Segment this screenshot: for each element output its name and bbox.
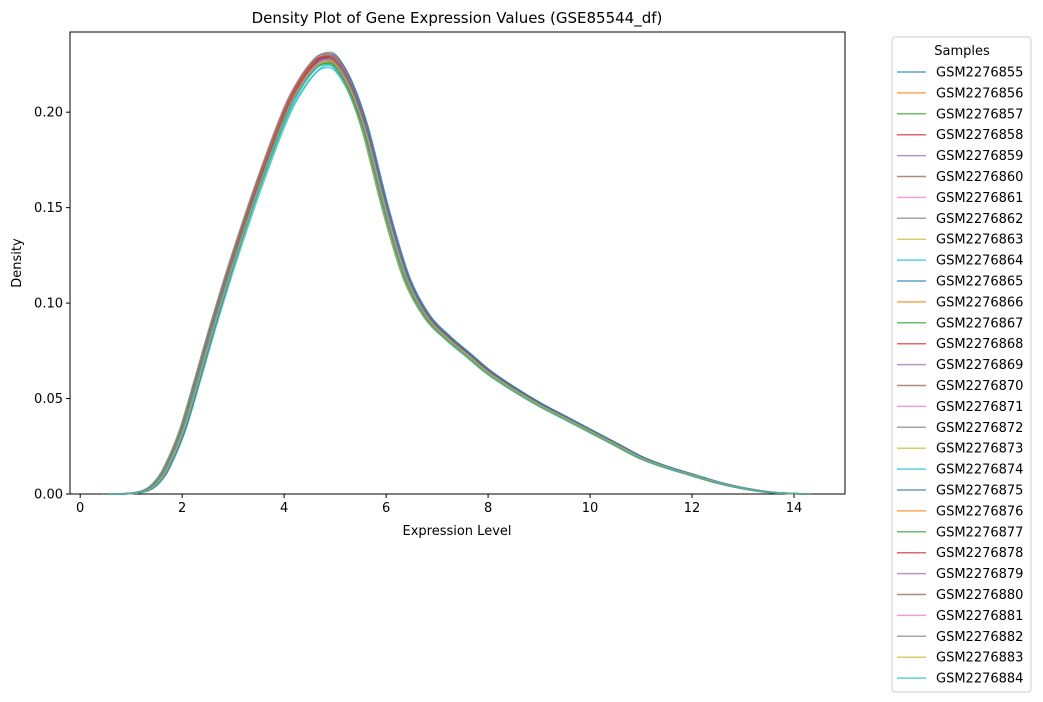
legend-label: GSM2276884	[936, 672, 1023, 687]
x-axis: 0 2 4 6 8 10 12 14	[76, 494, 802, 516]
plot-area-frame	[69, 31, 846, 495]
density-line-GSM2276859	[104, 60, 809, 495]
legend-label: GSM2276881	[936, 609, 1023, 624]
legend-title: Samples	[934, 44, 990, 59]
x-tick-label: 14	[786, 501, 803, 516]
x-tick-label: 2	[178, 501, 186, 516]
legend-label: GSM2276865	[936, 275, 1023, 290]
density-line-GSM2276884	[105, 63, 809, 495]
y-tick-label: 0.20	[34, 106, 63, 121]
legend-label: GSM2276883	[936, 651, 1023, 666]
density-line-GSM2276877	[106, 61, 811, 495]
x-tick-label: 0	[76, 501, 84, 516]
density-curves	[102, 51, 813, 495]
y-tick-label: 0.00	[34, 488, 63, 503]
x-tick-label: 12	[684, 501, 701, 516]
density-line-GSM2276870	[107, 60, 811, 495]
legend-label: GSM2276875	[936, 484, 1023, 499]
legend-label: GSM2276879	[936, 567, 1023, 582]
x-tick-label: 6	[382, 501, 390, 516]
x-axis-title: Expression Level	[402, 524, 511, 539]
density-line-GSM2276880	[104, 55, 808, 495]
density-line-GSM2276863	[105, 63, 809, 495]
legend-label: GSM2276862	[936, 212, 1023, 227]
density-line-GSM2276871	[104, 54, 809, 495]
legend-label: GSM2276859	[936, 149, 1023, 164]
y-tick-label: 0.10	[34, 297, 63, 312]
x-tick-label: 8	[484, 501, 492, 516]
density-line-GSM2276868	[106, 54, 811, 495]
density-line-GSM2276881	[106, 59, 810, 495]
density-line-GSM2276862	[107, 51, 812, 495]
x-tick-label: 10	[582, 501, 599, 516]
legend-label: GSM2276863	[936, 233, 1023, 248]
legend: Samples GSM2276855GSM2276856GSM2276857GS…	[891, 36, 1032, 693]
density-line-GSM2276856	[105, 58, 810, 495]
legend-label: GSM2276861	[936, 191, 1023, 206]
legend-label: GSM2276857	[936, 107, 1023, 122]
density-line-GSM2276882	[104, 52, 809, 495]
legend-label: GSM2276870	[936, 379, 1023, 394]
density-line-GSM2276878	[105, 56, 810, 495]
legend-label: GSM2276860	[936, 170, 1023, 185]
density-line-GSM2276867	[105, 62, 810, 495]
legend-label: GSM2276868	[936, 337, 1023, 352]
legend-label: GSM2276864	[936, 254, 1023, 269]
y-tick-label: 0.15	[34, 201, 63, 216]
density-line-GSM2276865	[108, 53, 813, 495]
density-line-GSM2276864	[106, 66, 810, 495]
legend-label: GSM2276872	[936, 421, 1023, 436]
legend-label: GSM2276858	[936, 128, 1023, 143]
density-line-GSM2276858	[108, 54, 812, 495]
legend-label: GSM2276873	[936, 442, 1023, 457]
legend-label: GSM2276871	[936, 400, 1023, 415]
density-line-GSM2276855	[107, 55, 811, 495]
density-line-GSM2276883	[106, 60, 811, 495]
density-line-GSM2276874	[108, 64, 812, 495]
density-line-GSM2276873	[103, 61, 808, 495]
density-line-GSM2276866	[104, 57, 808, 495]
legend-label: GSM2276869	[936, 358, 1023, 373]
x-tick-label: 4	[280, 501, 288, 516]
density-line-GSM2276857	[102, 57, 807, 495]
density-line-GSM2276879	[107, 57, 811, 495]
legend-label: GSM2276867	[936, 316, 1023, 331]
y-axis-title: Density	[10, 238, 25, 288]
legend-label: GSM2276876	[936, 504, 1023, 519]
legend-label: GSM2276866	[936, 295, 1023, 310]
y-axis: 0.00 0.05 0.10 0.15 0.20	[34, 106, 70, 503]
density-line-GSM2276876	[105, 54, 809, 495]
y-tick-label: 0.05	[34, 392, 63, 407]
legend-label: GSM2276880	[936, 588, 1023, 603]
density-line-GSM2276869	[103, 58, 807, 495]
density-line-GSM2276875	[107, 57, 812, 495]
legend-label: GSM2276855	[936, 66, 1023, 81]
density-line-GSM2276860	[106, 55, 811, 495]
legend-items: GSM2276855 GSM2276856 GSM2276857 GSM2276858…	[897, 66, 1023, 687]
chart-title: Density Plot of Gene Expression Values (…	[252, 9, 663, 28]
legend-label: GSM2276856	[936, 86, 1023, 101]
legend-label: GSM2276882	[936, 630, 1023, 645]
legend-label: GSM2276878	[936, 546, 1023, 561]
density-line-GSM2276872	[106, 55, 810, 495]
legend-box	[891, 36, 1032, 693]
legend-label: GSM2276874	[936, 463, 1023, 478]
legend-label: GSM2276877	[936, 525, 1023, 540]
density-line-GSM2276861	[103, 53, 808, 495]
